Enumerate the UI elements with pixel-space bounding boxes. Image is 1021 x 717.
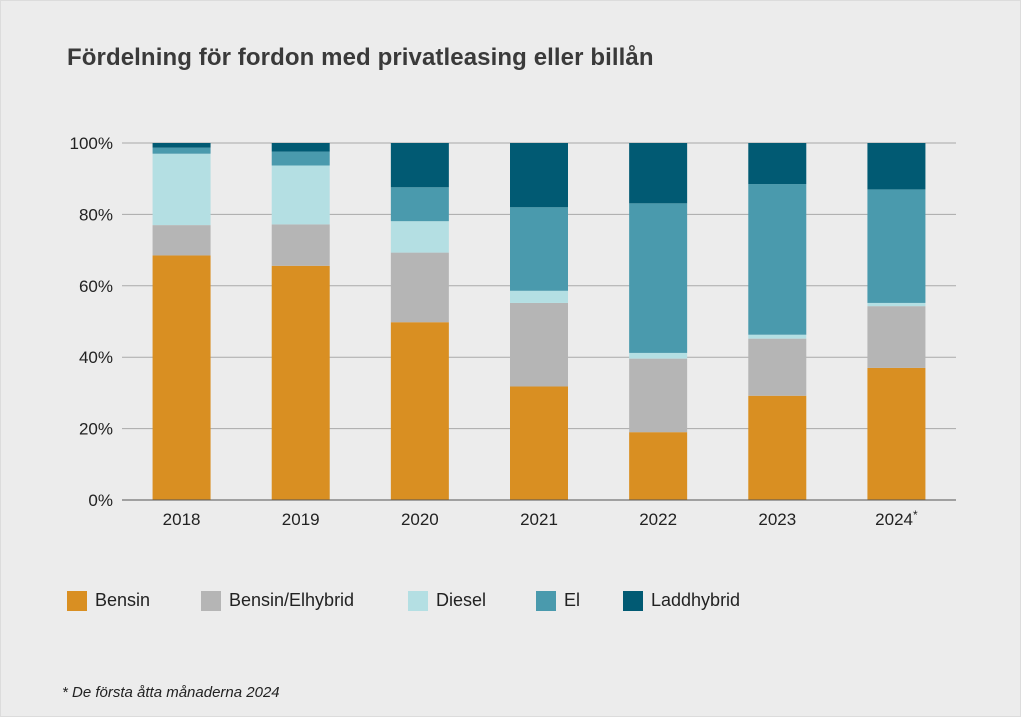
bar-segment-bensin-2020 bbox=[390, 322, 449, 500]
bar-segment-diesel-2022 bbox=[629, 352, 688, 359]
legend-label: El bbox=[564, 590, 581, 610]
bar-segment-bensin-elhybrid-2019 bbox=[271, 224, 330, 266]
legend-label: Diesel bbox=[436, 590, 487, 610]
axes: 0% 20% 40% 60% 80% 100% 2018 2019 2020 2021 2022 20… bbox=[70, 134, 956, 529]
legend-label: Bensin/Elhybrid bbox=[229, 590, 355, 610]
legend-swatch bbox=[67, 591, 87, 611]
y-tick-label: 40% bbox=[79, 348, 113, 367]
legend-label: Bensin bbox=[95, 590, 151, 610]
legend-label: Laddhybrid bbox=[651, 590, 741, 610]
bar-segment-bensin-elhybrid-2022 bbox=[629, 358, 688, 433]
x-tick-label: 2020 bbox=[401, 510, 439, 529]
bar-segment-el-2022 bbox=[629, 203, 688, 353]
bar-segment-bensin-elhybrid-2023 bbox=[748, 338, 807, 396]
bar-segment-bensin-2022 bbox=[629, 432, 688, 500]
bar-segment-el-2021 bbox=[510, 207, 568, 291]
legend-swatch bbox=[201, 591, 221, 611]
y-tick-label: 60% bbox=[79, 277, 113, 296]
bar-segment-bensin-2023 bbox=[748, 395, 807, 500]
legend-swatch bbox=[623, 591, 643, 611]
bar-segment-laddhybrid-2019 bbox=[271, 143, 330, 152]
bar-segment-laddhybrid-2020 bbox=[390, 143, 449, 188]
y-tick-label: 80% bbox=[79, 205, 113, 224]
bar-segment-diesel-2023 bbox=[748, 334, 807, 339]
bar-segment-laddhybrid-2022 bbox=[629, 143, 688, 204]
y-tick-label: 20% bbox=[79, 420, 113, 439]
bar-segment-bensin-elhybrid-2024 bbox=[867, 306, 926, 368]
bar-segment-el-2023 bbox=[748, 184, 807, 335]
x-tick-label: 2018 bbox=[163, 510, 201, 529]
bar-segment-diesel-2018 bbox=[152, 153, 211, 226]
bar-segment-diesel-2019 bbox=[271, 165, 330, 225]
bar-segment-laddhybrid-2018 bbox=[152, 143, 211, 148]
bar-segment-bensin-elhybrid-2020 bbox=[390, 252, 449, 323]
bar-segment-el-2018 bbox=[152, 147, 211, 154]
bar-segment-bensin-2018 bbox=[152, 255, 211, 500]
x-tick-label: 2023 bbox=[758, 510, 796, 529]
bar-segment-laddhybrid-2023 bbox=[748, 143, 807, 185]
bar-segment-bensin-2024 bbox=[867, 367, 926, 500]
y-tick-label: 0% bbox=[88, 491, 113, 510]
bar-segment-bensin-elhybrid-2018 bbox=[152, 225, 211, 256]
chart-plot: 0% 20% 40% 60% 80% 100% 2018 2019 2020 2021 2022 20… bbox=[70, 134, 956, 529]
chart-title: Fördelning för fordon med privatleasing … bbox=[67, 44, 654, 71]
bar-segment-laddhybrid-2024 bbox=[867, 143, 926, 190]
legend-swatch bbox=[536, 591, 556, 611]
bar-segment-el-2019 bbox=[271, 151, 330, 166]
bars bbox=[152, 143, 926, 500]
bar-segment-bensin-elhybrid-2021 bbox=[510, 302, 568, 387]
legend-swatch bbox=[408, 591, 428, 611]
y-tick-label: 100% bbox=[70, 134, 113, 153]
footnote: * De första åtta månaderna 2024 bbox=[62, 684, 280, 701]
x-tick-label: 2022 bbox=[639, 510, 677, 529]
x-tick-label: 2021 bbox=[520, 510, 558, 529]
bar-segment-el-2024 bbox=[867, 189, 926, 303]
bar-segment-bensin-2019 bbox=[271, 265, 330, 500]
x-tick-label: 2024* bbox=[875, 508, 918, 529]
x-tick-label: 2019 bbox=[282, 510, 320, 529]
bar-segment-diesel-2021 bbox=[510, 290, 568, 303]
bar-segment-laddhybrid-2021 bbox=[510, 143, 568, 208]
bar-segment-el-2020 bbox=[390, 187, 449, 222]
bar-segment-bensin-2021 bbox=[510, 386, 568, 500]
bar-segment-diesel-2024 bbox=[867, 302, 926, 307]
bar-segment-diesel-2020 bbox=[390, 221, 449, 253]
